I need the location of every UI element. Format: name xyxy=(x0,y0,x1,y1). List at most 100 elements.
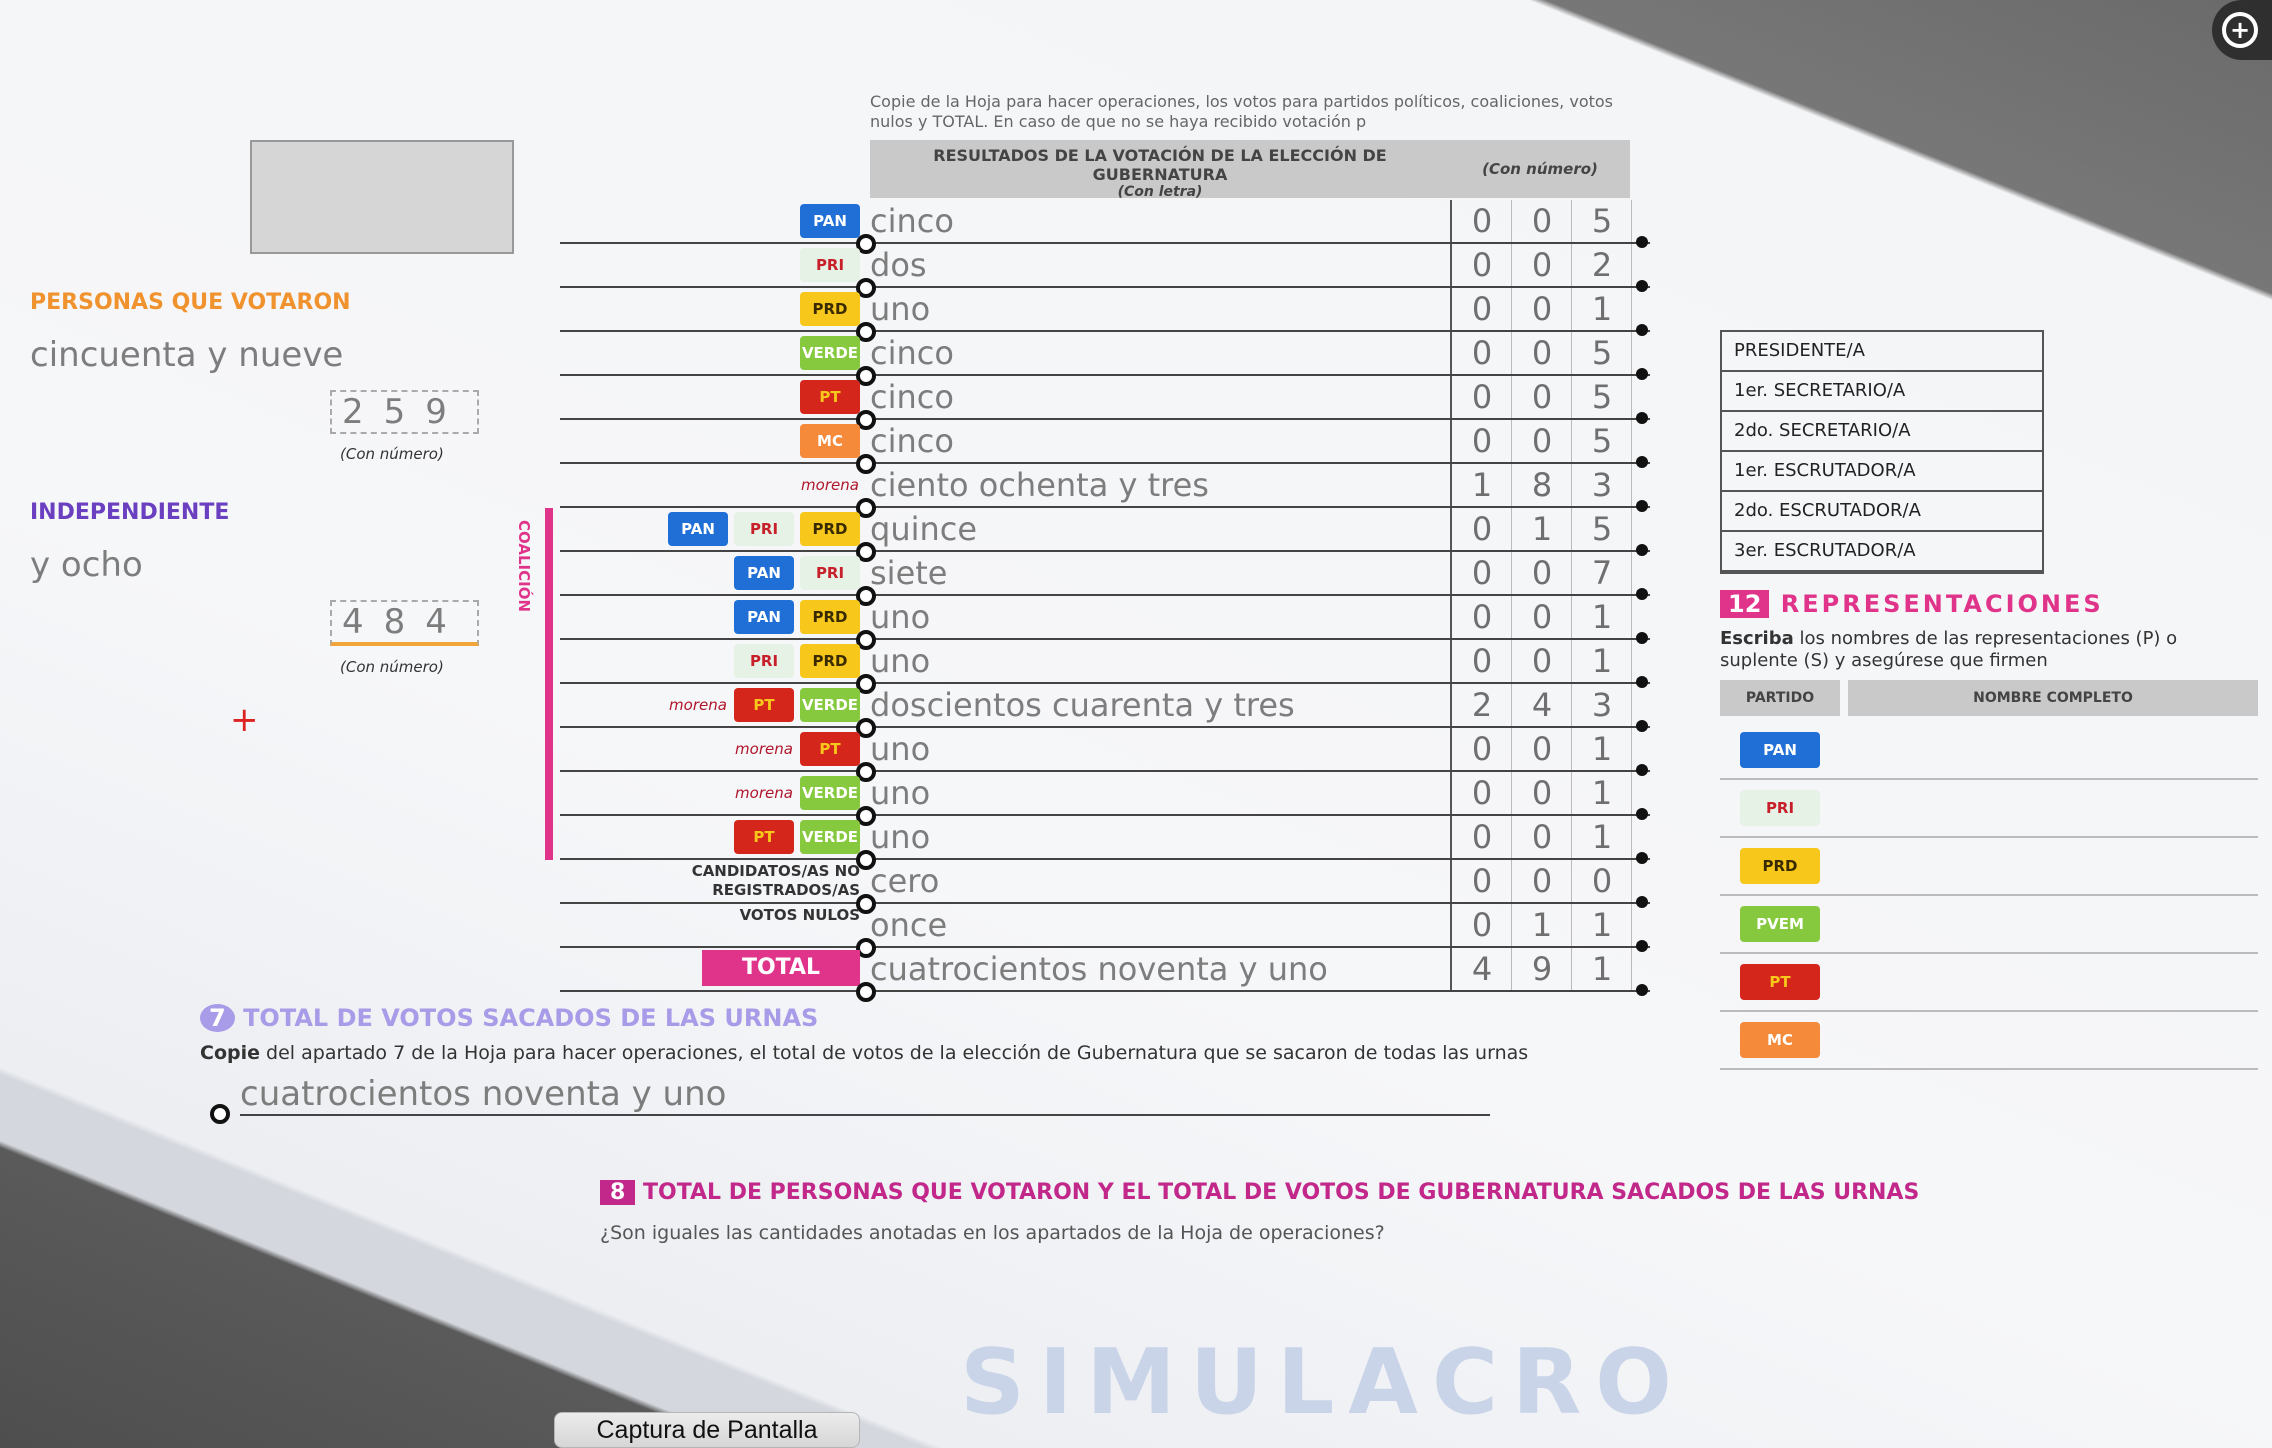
votes-in-words-field[interactable]: cuatrocientos noventa y uno xyxy=(870,950,1328,988)
representative-row[interactable]: PRI xyxy=(1720,780,2258,838)
section7-words[interactable]: cuatrocientos noventa y uno xyxy=(240,1074,1490,1116)
votes-in-words-field[interactable]: uno xyxy=(870,642,931,680)
votes-in-words-field[interactable]: uno xyxy=(870,598,931,636)
con-numero-label: (Con número) xyxy=(340,658,444,676)
watermark: SIMULACRO xyxy=(960,1330,1686,1435)
digit: 3 xyxy=(1591,686,1613,724)
second-words[interactable]: y ocho xyxy=(30,545,143,585)
votes-in-words-field[interactable]: cero xyxy=(870,862,940,900)
section7-badge: 7 xyxy=(200,1004,235,1032)
digit: 1 xyxy=(1591,818,1613,856)
zoom-in-button[interactable]: + xyxy=(2212,0,2272,60)
digit: 0 xyxy=(1531,774,1553,812)
digit: 5 xyxy=(1591,202,1613,240)
votes-in-words-field[interactable]: doscientos cuarenta y tres xyxy=(870,686,1295,724)
digit: 7 xyxy=(1591,554,1613,592)
plus-sign: + xyxy=(230,700,259,740)
party-logo-pan-icon: PAN xyxy=(800,204,860,238)
representative-row[interactable]: MC xyxy=(1720,1012,2258,1070)
row-marker xyxy=(856,278,876,298)
representative-row[interactable]: PAN xyxy=(1720,722,2258,780)
votes-in-words-field[interactable]: cinco xyxy=(870,378,954,416)
row-logos: PAN PRI xyxy=(734,556,860,590)
row-marker xyxy=(1636,720,1648,732)
row-marker xyxy=(856,982,876,1002)
digit: 5 xyxy=(1591,334,1613,372)
representative-row[interactable]: PRD xyxy=(1720,838,2258,896)
digit: 0 xyxy=(1471,642,1493,680)
digit: 0 xyxy=(1531,246,1553,284)
votes-in-words-field[interactable]: uno xyxy=(870,730,931,768)
official-role: 1er. SECRETARIO/A xyxy=(1722,372,2042,412)
votes-in-words-field[interactable]: cinco xyxy=(870,334,954,372)
row-label: CANDIDATOS/AS NO REGISTRADOS/AS xyxy=(691,862,860,899)
party-logo-pvem-icon: VERDE xyxy=(800,336,860,370)
results-header: RESULTADOS DE LA VOTACIÓN DE LA ELECCIÓN… xyxy=(870,140,1450,200)
row-logos: morena xyxy=(800,468,860,502)
votes-in-words-field[interactable]: cinco xyxy=(870,202,954,240)
results-instruction: Copie de la Hoja para hacer operaciones,… xyxy=(870,92,1614,131)
votes-in-words-field[interactable]: uno xyxy=(870,290,931,328)
party-logo-prd-icon: PRD xyxy=(800,512,860,546)
digit: 4 xyxy=(1471,950,1493,988)
voted-number-field[interactable]: 259 xyxy=(330,390,479,434)
digit: 0 xyxy=(1531,378,1553,416)
representative-row[interactable]: PT xyxy=(1720,954,2258,1012)
instruction-bold: Escriba xyxy=(1720,628,1794,649)
second-number-field[interactable]: 484 xyxy=(330,600,479,646)
result-row: dos 0 0 2 PRI xyxy=(560,244,1650,288)
votes-in-words-field[interactable]: quince xyxy=(870,510,978,548)
result-row: cero 0 0 0 CANDIDATOS/AS NO REGISTRADOS/AS xyxy=(560,860,1650,904)
votes-in-words-field[interactable]: dos xyxy=(870,246,927,284)
row-marker xyxy=(1636,808,1648,820)
digit: 0 xyxy=(1471,730,1493,768)
votes-in-words-field[interactable]: cinco xyxy=(870,422,954,460)
coalition-label: COALICIÓN xyxy=(515,520,533,612)
row-logos: PT VERDE xyxy=(734,820,860,854)
row-marker xyxy=(1636,368,1648,380)
row-marker xyxy=(856,850,876,870)
votes-in-words-field[interactable]: once xyxy=(870,906,948,944)
party-logo-pan-icon: PAN xyxy=(668,512,728,546)
representative-row[interactable]: PVEM xyxy=(1720,896,2258,954)
voted-words[interactable]: cincuenta y nueve xyxy=(30,335,344,375)
digit: 5 xyxy=(1591,378,1613,416)
votes-in-words-field[interactable]: uno xyxy=(870,818,931,856)
result-row: uno 0 0 1 morena PT xyxy=(560,728,1650,772)
digit: 0 xyxy=(1531,202,1553,240)
digit: 0 xyxy=(1471,554,1493,592)
row-logos: PAN xyxy=(800,204,860,238)
votes-in-words-field[interactable]: siete xyxy=(870,554,948,592)
section8-title: 8 TOTAL DE PERSONAS QUE VOTARON Y EL TOT… xyxy=(600,1180,1919,1205)
digit: 3 xyxy=(1591,466,1613,504)
row-logos: PAN PRD xyxy=(734,600,860,634)
instruction-text: los nombres de las representaciones (P) … xyxy=(1720,628,2178,671)
party-logo-morena-icon: morena xyxy=(801,476,859,494)
section8-title-text: TOTAL DE PERSONAS QUE VOTARON Y EL TOTAL… xyxy=(642,1180,1920,1205)
result-row: cinco 0 0 5 PT xyxy=(560,376,1650,420)
result-row: uno 0 0 1 PAN PRD xyxy=(560,596,1650,640)
votes-in-words-field[interactable]: uno xyxy=(870,774,931,812)
votes-in-words-field[interactable]: ciento ochenta y tres xyxy=(870,466,1209,504)
digit: 0 xyxy=(1531,818,1553,856)
section7-title: 7 TOTAL DE VOTOS SACADOS DE LAS URNAS xyxy=(200,1004,818,1032)
party-logo-morena-icon: morena xyxy=(669,696,727,714)
